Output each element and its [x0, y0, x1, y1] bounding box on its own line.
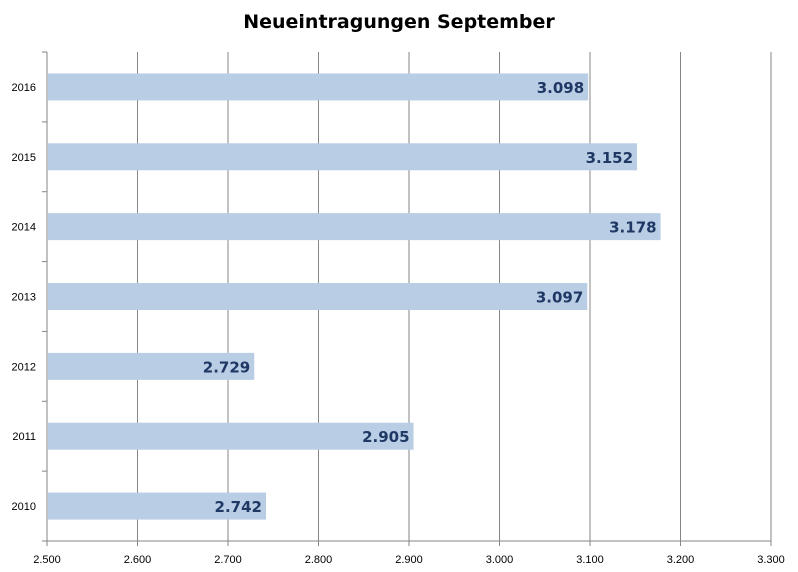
chart-title: Neueintragungen September	[243, 11, 555, 33]
bars	[48, 73, 661, 520]
bar-2013	[48, 283, 588, 310]
x-tick-label: 3.300	[757, 554, 785, 566]
x-tick-label: 2.700	[214, 554, 242, 566]
bar-2010	[48, 492, 267, 520]
bar-2015	[48, 143, 638, 171]
data-label-2010: 2.742	[215, 498, 262, 516]
x-tick-label: 2.600	[124, 554, 152, 566]
x-tick-label: 3.000	[486, 554, 514, 566]
y-tick-label: 2013	[12, 292, 36, 304]
y-tick-label: 2016	[12, 82, 36, 94]
y-tick-label: 2010	[12, 501, 36, 513]
bar-2016	[48, 73, 589, 101]
bar-2012	[48, 352, 255, 380]
data-label-2015: 3.152	[586, 149, 633, 167]
y-tick-label: 2012	[12, 361, 36, 373]
y-tick-label: 2014	[12, 222, 36, 234]
x-axis-ticks: 2.500 2.600 2.700 2.800 2.900 3.000 3.100 3.200…	[33, 541, 785, 566]
x-tick-label: 2.900	[395, 554, 423, 566]
data-label-2013: 3.097	[536, 289, 583, 307]
x-tick-label: 2.800	[305, 554, 333, 566]
y-axis-ticks: 2010 2011 2012 2013 2014 2015 2016	[12, 51, 47, 542]
bar-2011	[48, 422, 414, 450]
data-label-2012: 2.729	[203, 358, 250, 376]
data-label-2014: 3.178	[609, 219, 656, 237]
data-label-2011: 2.905	[362, 428, 409, 446]
y-tick-label: 2011	[12, 431, 36, 443]
y-tick-label: 2015	[12, 152, 36, 164]
data-label-2016: 3.098	[537, 79, 584, 97]
bar-2014	[48, 213, 661, 241]
x-tick-label: 2.500	[33, 554, 61, 566]
x-tick-label: 3.200	[667, 554, 695, 566]
data-labels: 2.742 2.905 2.729 3.097 3.178 3.152 3.098	[203, 79, 657, 516]
x-tick-label: 3.100	[576, 554, 604, 566]
